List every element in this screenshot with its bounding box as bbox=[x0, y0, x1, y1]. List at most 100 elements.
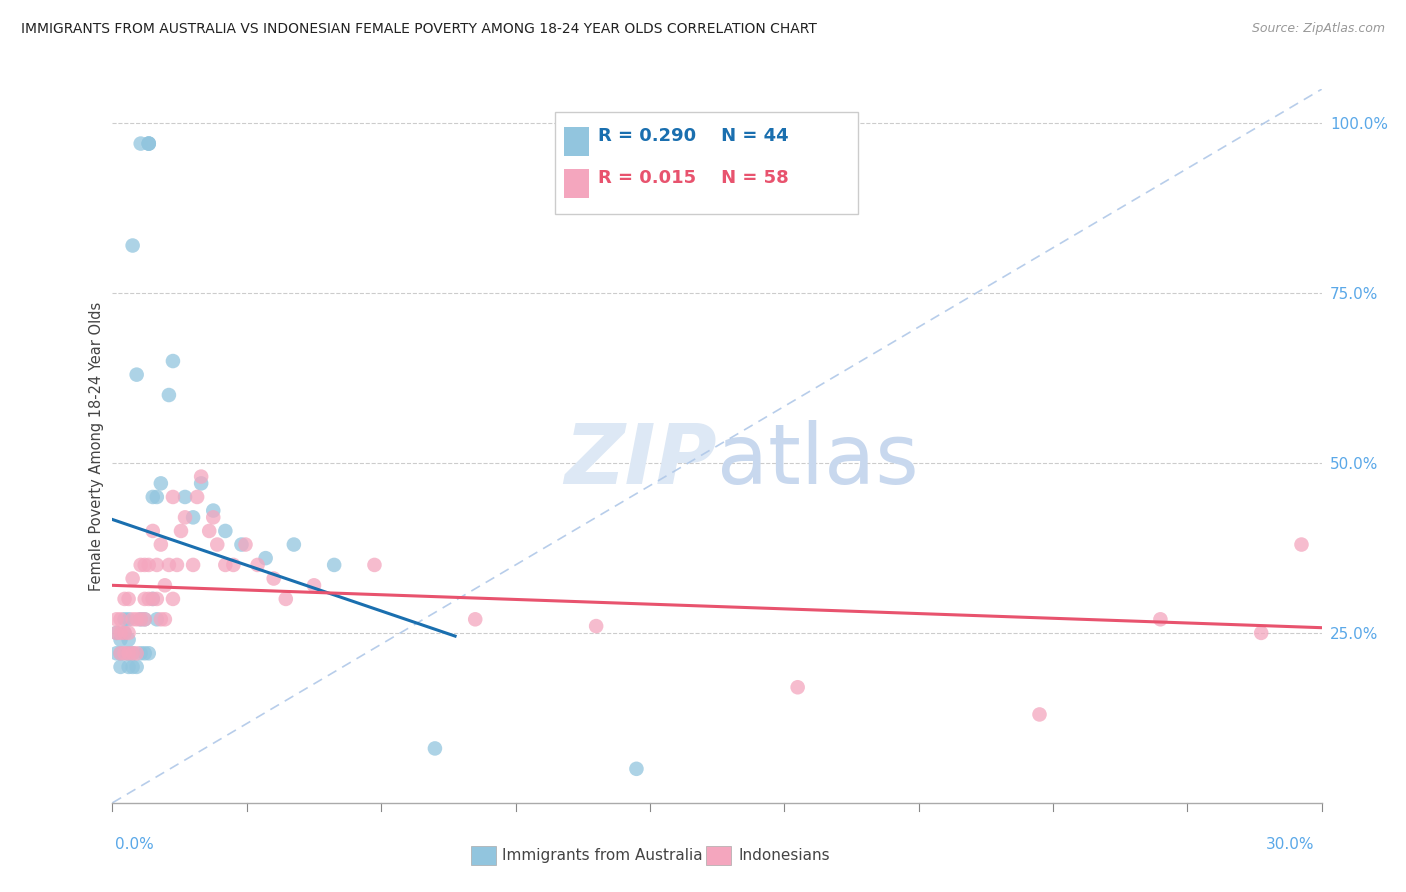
Text: 30.0%: 30.0% bbox=[1267, 837, 1315, 852]
Point bbox=[121, 612, 143, 626]
Point bbox=[129, 646, 152, 660]
Point bbox=[170, 524, 193, 538]
Text: atlas: atlas bbox=[717, 420, 918, 500]
Point bbox=[129, 136, 152, 151]
Point bbox=[142, 524, 165, 538]
Point bbox=[146, 612, 169, 626]
Point bbox=[263, 572, 285, 586]
Point bbox=[138, 646, 160, 660]
Text: Immigrants from Australia: Immigrants from Australia bbox=[502, 848, 703, 863]
Point bbox=[302, 578, 325, 592]
Point bbox=[146, 558, 169, 572]
Point bbox=[110, 626, 132, 640]
Point bbox=[283, 537, 305, 551]
Point bbox=[117, 632, 139, 647]
Point bbox=[186, 490, 208, 504]
Text: IMMIGRANTS FROM AUSTRALIA VS INDONESIAN FEMALE POVERTY AMONG 18-24 YEAR OLDS COR: IMMIGRANTS FROM AUSTRALIA VS INDONESIAN … bbox=[21, 22, 817, 37]
Point bbox=[121, 238, 143, 252]
Point bbox=[464, 612, 486, 626]
Point bbox=[202, 503, 225, 517]
Point bbox=[153, 578, 176, 592]
Point bbox=[1149, 612, 1171, 626]
Point bbox=[166, 558, 188, 572]
Y-axis label: Female Poverty Among 18-24 Year Olds: Female Poverty Among 18-24 Year Olds bbox=[89, 301, 104, 591]
Point bbox=[138, 591, 160, 606]
Point bbox=[129, 558, 152, 572]
Point bbox=[142, 490, 165, 504]
Point bbox=[190, 476, 212, 491]
Point bbox=[117, 646, 139, 660]
Point bbox=[138, 136, 160, 151]
Point bbox=[157, 388, 180, 402]
Point bbox=[114, 646, 136, 660]
Point bbox=[254, 551, 277, 566]
Point bbox=[121, 646, 143, 660]
Point bbox=[105, 612, 128, 626]
Point bbox=[134, 646, 156, 660]
Point bbox=[125, 368, 148, 382]
Point bbox=[181, 510, 204, 524]
Point bbox=[105, 626, 128, 640]
Point bbox=[214, 558, 236, 572]
Point bbox=[129, 612, 152, 626]
Point bbox=[117, 612, 139, 626]
Point bbox=[138, 136, 160, 151]
Text: 0.0%: 0.0% bbox=[115, 837, 155, 852]
Point bbox=[134, 612, 156, 626]
Point bbox=[585, 619, 607, 633]
Point bbox=[157, 558, 180, 572]
Point bbox=[207, 537, 229, 551]
Point bbox=[114, 646, 136, 660]
Point bbox=[162, 490, 184, 504]
Point bbox=[323, 558, 346, 572]
Text: R = 0.015    N = 58: R = 0.015 N = 58 bbox=[598, 169, 789, 187]
Point bbox=[121, 660, 143, 674]
Point bbox=[146, 591, 169, 606]
Point bbox=[125, 612, 148, 626]
Point bbox=[110, 646, 132, 660]
Point bbox=[149, 537, 172, 551]
Text: R = 0.290    N = 44: R = 0.290 N = 44 bbox=[598, 127, 789, 145]
Point bbox=[142, 591, 165, 606]
Point bbox=[114, 626, 136, 640]
Point bbox=[222, 558, 245, 572]
Point bbox=[114, 626, 136, 640]
Point bbox=[110, 632, 132, 647]
Point bbox=[117, 646, 139, 660]
Point bbox=[1291, 537, 1313, 551]
Point bbox=[1250, 626, 1272, 640]
Point bbox=[134, 591, 156, 606]
Point bbox=[246, 558, 269, 572]
Point bbox=[105, 646, 128, 660]
Point bbox=[149, 476, 172, 491]
Point bbox=[110, 660, 132, 674]
Point bbox=[114, 591, 136, 606]
Point bbox=[174, 490, 197, 504]
Point bbox=[162, 591, 184, 606]
Text: Source: ZipAtlas.com: Source: ZipAtlas.com bbox=[1251, 22, 1385, 36]
Point bbox=[129, 612, 152, 626]
Point bbox=[146, 490, 169, 504]
Point bbox=[134, 558, 156, 572]
Text: ZIP: ZIP bbox=[564, 420, 717, 500]
Point bbox=[181, 558, 204, 572]
Point bbox=[114, 612, 136, 626]
Point bbox=[149, 612, 172, 626]
Point bbox=[105, 626, 128, 640]
Point bbox=[214, 524, 236, 538]
Point bbox=[138, 136, 160, 151]
Point bbox=[202, 510, 225, 524]
Point bbox=[125, 660, 148, 674]
Point bbox=[142, 591, 165, 606]
Point bbox=[363, 558, 385, 572]
Point bbox=[190, 469, 212, 483]
Point bbox=[134, 612, 156, 626]
Point bbox=[153, 612, 176, 626]
Point bbox=[117, 626, 139, 640]
Point bbox=[110, 646, 132, 660]
Point bbox=[174, 510, 197, 524]
Text: Indonesians: Indonesians bbox=[738, 848, 830, 863]
Point bbox=[231, 537, 253, 551]
Point bbox=[786, 680, 808, 694]
Point bbox=[423, 741, 446, 756]
